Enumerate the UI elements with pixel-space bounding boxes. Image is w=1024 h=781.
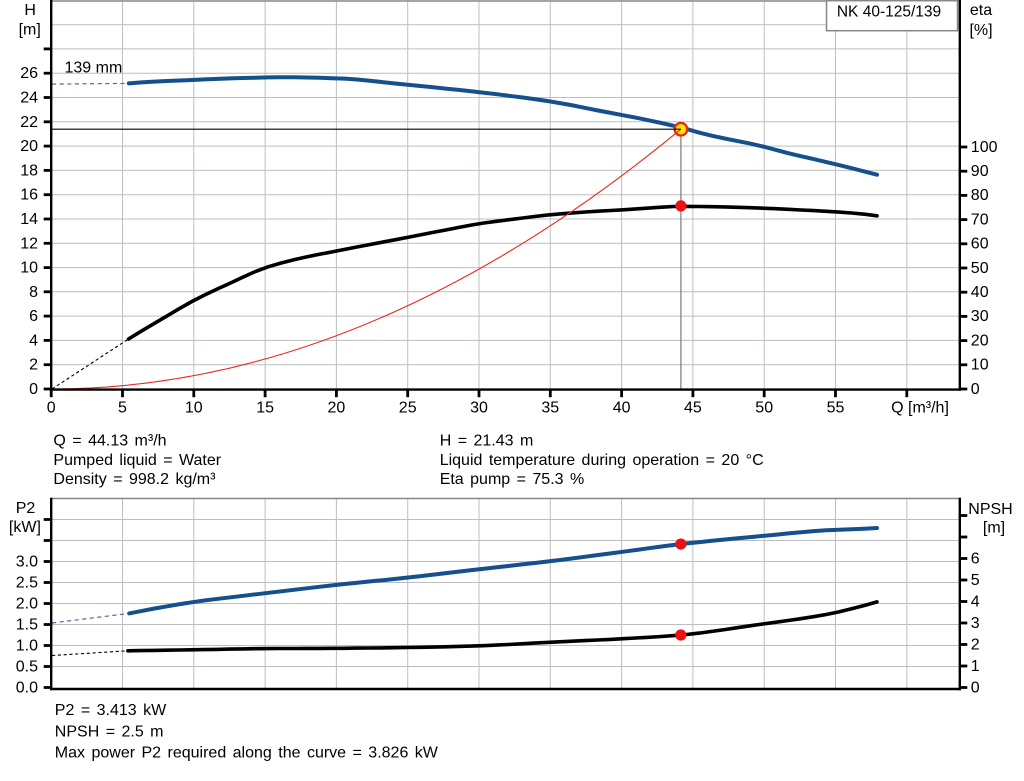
svg-text:2.0: 2.0 xyxy=(16,596,38,613)
svg-text:25: 25 xyxy=(399,399,417,416)
svg-text:50: 50 xyxy=(755,399,773,416)
svg-text:Q = 44.13 m³/h: Q = 44.13 m³/h xyxy=(53,433,166,450)
svg-text:80: 80 xyxy=(971,187,989,204)
svg-text:6: 6 xyxy=(971,550,980,567)
svg-text:0.0: 0.0 xyxy=(16,680,38,697)
svg-text:20: 20 xyxy=(971,332,989,349)
svg-text:24: 24 xyxy=(20,90,38,107)
svg-text:2: 2 xyxy=(971,636,980,653)
svg-text:60: 60 xyxy=(971,236,989,253)
svg-text:0: 0 xyxy=(47,399,56,416)
svg-text:15: 15 xyxy=(256,399,274,416)
svg-text:139 mm: 139 mm xyxy=(65,59,123,76)
svg-text:50: 50 xyxy=(971,260,989,277)
svg-text:10: 10 xyxy=(971,357,989,374)
svg-text:Density = 998.2 kg/m³: Density = 998.2 kg/m³ xyxy=(53,471,216,488)
svg-text:P2: P2 xyxy=(16,500,36,517)
svg-text:22: 22 xyxy=(20,114,38,131)
svg-text:[%]: [%] xyxy=(969,22,992,39)
svg-text:[m]: [m] xyxy=(983,520,1005,537)
svg-text:H = 21.43 m: H = 21.43 m xyxy=(440,433,534,450)
svg-text:30: 30 xyxy=(971,308,989,325)
svg-text:1.0: 1.0 xyxy=(16,638,38,655)
svg-text:4: 4 xyxy=(29,332,38,349)
svg-text:Eta pump = 75.3 %: Eta pump = 75.3 % xyxy=(440,471,585,488)
svg-text:[m]: [m] xyxy=(19,22,41,39)
svg-text:20: 20 xyxy=(20,138,38,155)
svg-text:10: 10 xyxy=(185,399,203,416)
svg-text:1: 1 xyxy=(971,658,980,675)
svg-text:55: 55 xyxy=(827,399,845,416)
svg-text:16: 16 xyxy=(20,187,38,204)
svg-text:26: 26 xyxy=(20,65,38,82)
svg-text:40: 40 xyxy=(971,284,989,301)
svg-text:30: 30 xyxy=(470,399,488,416)
svg-text:Max power P2 required along th: Max power P2 required along the curve = … xyxy=(55,745,439,762)
svg-text:12: 12 xyxy=(20,235,38,252)
svg-text:45: 45 xyxy=(684,399,702,416)
svg-text:Pumped liquid = Water: Pumped liquid = Water xyxy=(53,452,221,469)
svg-text:0: 0 xyxy=(29,381,38,398)
svg-text:NPSH: NPSH xyxy=(968,501,1012,518)
svg-text:NPSH = 2.5 m: NPSH = 2.5 m xyxy=(55,723,164,740)
svg-text:Liquid temperature during oper: Liquid temperature during operation = 20… xyxy=(440,452,764,469)
svg-text:18: 18 xyxy=(20,162,38,179)
svg-text:5: 5 xyxy=(971,572,980,589)
svg-text:14: 14 xyxy=(20,211,38,228)
svg-text:100: 100 xyxy=(971,139,998,156)
svg-text:0: 0 xyxy=(971,679,980,696)
svg-text:Q [m³/h]: Q [m³/h] xyxy=(891,399,949,416)
svg-text:70: 70 xyxy=(971,211,989,228)
svg-text:P2 = 3.413 kW: P2 = 3.413 kW xyxy=(55,702,167,719)
svg-text:35: 35 xyxy=(541,399,559,416)
svg-text:[kW]: [kW] xyxy=(9,519,41,536)
svg-text:10: 10 xyxy=(20,260,38,277)
svg-text:3.0: 3.0 xyxy=(16,554,38,571)
svg-text:40: 40 xyxy=(613,399,631,416)
svg-text:NK 40-125/139: NK 40-125/139 xyxy=(837,4,941,21)
svg-text:0: 0 xyxy=(971,381,980,398)
svg-text:2.5: 2.5 xyxy=(16,575,38,592)
svg-text:2: 2 xyxy=(29,357,38,374)
svg-text:1.5: 1.5 xyxy=(16,617,38,634)
svg-text:6: 6 xyxy=(29,308,38,325)
svg-text:8: 8 xyxy=(29,284,38,301)
svg-text:5: 5 xyxy=(118,399,127,416)
svg-text:4: 4 xyxy=(971,593,980,610)
svg-text:20: 20 xyxy=(328,399,346,416)
svg-text:90: 90 xyxy=(971,163,989,180)
svg-text:H: H xyxy=(24,2,36,19)
svg-text:3: 3 xyxy=(971,615,980,632)
svg-text:0.5: 0.5 xyxy=(16,659,38,676)
svg-text:eta: eta xyxy=(970,2,992,19)
